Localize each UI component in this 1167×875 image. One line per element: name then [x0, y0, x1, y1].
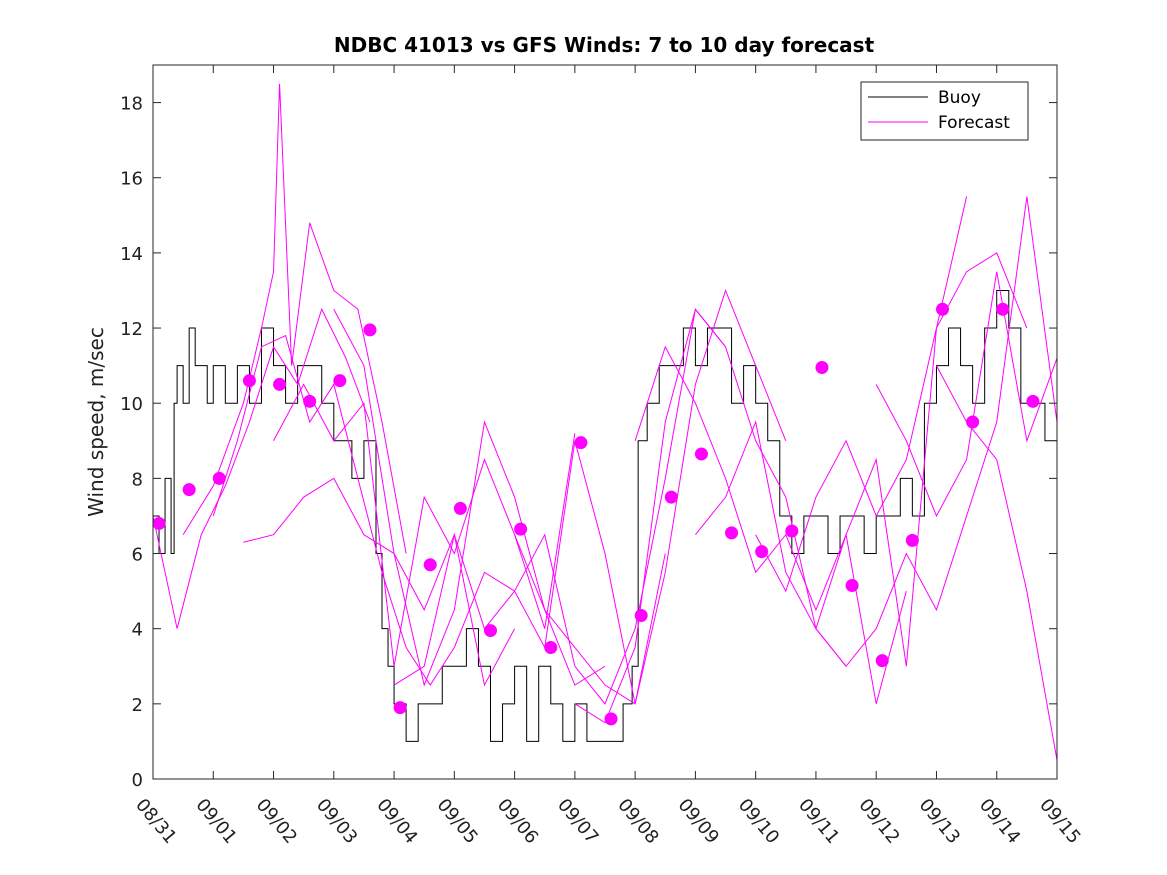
legend-label-buoy: Buoy: [938, 88, 981, 108]
forecast-marker: [242, 374, 256, 388]
forecast-series-8: [453, 308, 726, 705]
chart-title: NDBC 41013 vs GFS Winds: 7 to 10 day for…: [334, 33, 875, 57]
forecast-series-16: [936, 365, 1057, 761]
forecast-marker: [483, 624, 497, 638]
y-tick-label: 16: [120, 169, 143, 190]
forecast-marker: [453, 501, 467, 515]
y-tick-label: 14: [120, 244, 143, 265]
forecast-marker: [514, 522, 528, 536]
y-axis-label: Wind speed, m/sec: [84, 327, 108, 517]
forecast-marker: [1026, 394, 1040, 408]
y-tick-label: 18: [120, 94, 143, 115]
legend-label-forecast: Forecast: [938, 113, 1010, 133]
forecast-marker: [273, 377, 287, 391]
forecast-marker: [725, 526, 739, 540]
forecast-marker: [423, 558, 437, 572]
forecast-marker: [303, 394, 317, 408]
forecast-marker: [755, 545, 769, 559]
forecast-marker: [363, 323, 377, 337]
forecast-marker: [152, 516, 166, 530]
forecast-marker: [785, 524, 799, 538]
y-tick-label: 0: [132, 770, 143, 791]
forecast-series-11: [634, 345, 907, 704]
legend: Buoy Forecast: [860, 81, 1029, 141]
plot-frame: [152, 64, 1058, 780]
forecast-series-5: [273, 383, 576, 667]
forecast-marker: [182, 483, 196, 497]
forecast-marker: [694, 447, 708, 461]
forecast-series-14: [815, 196, 1057, 668]
forecast-series-1: [153, 307, 371, 629]
forecast-series-13: [755, 252, 1028, 593]
forecast-marker: [574, 436, 588, 450]
y-tick-label: 10: [120, 394, 143, 415]
y-tick-label: 4: [132, 620, 143, 641]
points-layer: [152, 302, 1040, 726]
y-tick-label: 12: [120, 319, 143, 340]
forecast-marker: [604, 712, 618, 726]
y-tick-label: 2: [132, 695, 143, 716]
series-layer: [153, 83, 1057, 761]
y-tick-label: 8: [132, 469, 143, 490]
forecast-marker: [393, 701, 407, 715]
forecast-series-15: [875, 271, 1057, 518]
forecast-marker: [875, 654, 889, 668]
forecast-marker: [935, 302, 949, 316]
forecast-series-9: [514, 288, 787, 705]
legend-box: [860, 81, 1029, 141]
forecast-series-2: [182, 83, 407, 554]
y-tick-label: 6: [132, 545, 143, 566]
forecast-series-6: [333, 309, 606, 687]
forecast-marker: [634, 609, 648, 623]
forecast-marker: [544, 640, 558, 654]
forecast-marker: [212, 471, 226, 485]
forecast-marker: [333, 374, 347, 388]
forecast-marker: [966, 415, 980, 429]
forecast-marker: [905, 533, 919, 547]
buoy-series: [153, 289, 1057, 742]
forecast-marker: [996, 302, 1010, 316]
forecast-series-10: [574, 308, 847, 724]
forecast-series-7: [393, 440, 666, 704]
forecast-marker: [845, 578, 859, 592]
forecast-marker: [815, 361, 829, 375]
forecast-series-12: [695, 196, 968, 667]
forecast-marker: [664, 490, 678, 504]
